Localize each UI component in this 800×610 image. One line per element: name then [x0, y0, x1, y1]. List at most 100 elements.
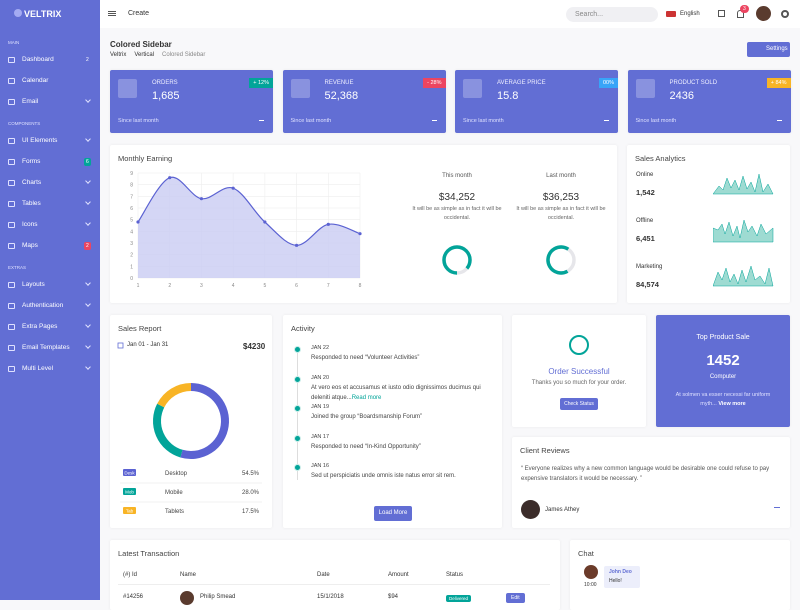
table-header: (#) Id — [123, 572, 138, 578]
nav-item[interactable]: Layouts — [22, 281, 45, 288]
y-tick-label: 1 — [130, 264, 133, 270]
nav-item[interactable]: Extra Pages — [22, 323, 58, 330]
chat-bubble: John Deo Hello! — [604, 566, 640, 588]
activity-text: Joined the group “Boardsmanship Forum” — [311, 412, 496, 422]
text: Joined the group “Boardsmanship Forum” — [311, 414, 423, 420]
transactions-card: Latest Transaction (#) Id Name Date Amount S… — [110, 540, 560, 610]
earning-card: Monthly Earning 0 1 2 3 4 5 6 7 8 9 1 2 3 4 5 6 7 8 This m… — [110, 145, 617, 303]
table-header: Status — [446, 572, 464, 578]
nav-item[interactable]: Forms — [22, 158, 41, 165]
check-status[interactable]: Check Status — [560, 398, 598, 410]
tag — [123, 488, 136, 495]
nav-item[interactable]: Tables — [22, 200, 41, 207]
avatar[interactable] — [756, 6, 771, 21]
view-more[interactable]: View more — [718, 401, 746, 407]
nav-item[interactable]: Calendar — [22, 77, 49, 84]
chevron — [85, 97, 91, 103]
nav-badge: 2 — [84, 242, 91, 250]
y-tick-label: 2 — [130, 253, 133, 259]
arrow[interactable] — [776, 120, 782, 121]
chat-message: Hello! — [609, 578, 622, 584]
button-label: Load More — [378, 510, 408, 516]
area — [138, 177, 360, 278]
nav-item[interactable]: Authentication — [22, 302, 64, 309]
breadcrumb-item[interactable]: Colored Sidebar — [162, 52, 206, 58]
search-box[interactable]: Search... — [566, 7, 658, 22]
table-cell: #14256 — [123, 594, 144, 600]
stat-footer: Since last month — [463, 118, 504, 124]
top-product-label: Computer — [709, 374, 737, 380]
edit-button[interactable]: Edit — [506, 593, 525, 603]
read-more[interactable]: Read more — [351, 394, 382, 401]
stat-value: 1,685 — [152, 90, 180, 102]
nav-badge: 6 — [84, 158, 91, 166]
notification-badge: 3 — [740, 5, 749, 13]
activity-date: JAN 17 — [311, 433, 330, 440]
activity-text: At vero eos et accusamus et iusto odio d… — [311, 383, 496, 403]
nav-icon — [8, 303, 15, 309]
nav-item[interactable]: UI Elements — [22, 137, 58, 144]
x-tick-label: 4 — [232, 283, 235, 289]
activity-card: Activity Load More JAN 22 Responded to ne… — [283, 315, 502, 528]
summary-value: $36,253 — [543, 192, 580, 203]
table-header: Date — [317, 572, 330, 578]
activity-date: JAN 22 — [311, 345, 330, 351]
arrow[interactable] — [259, 120, 264, 121]
load-more[interactable]: Load More — [374, 506, 412, 521]
chat-name: John Deo — [609, 569, 632, 575]
nav-icon — [8, 138, 15, 144]
summary-text: It will be as simple as in fact it will … — [412, 206, 502, 221]
nav-icon — [8, 345, 15, 351]
stat-icon — [635, 79, 655, 98]
breadcrumb-item[interactable]: Veltrix — [110, 52, 127, 58]
nav-item[interactable]: Charts — [22, 179, 42, 186]
stat-icon — [290, 79, 310, 98]
progress-ring — [442, 245, 472, 275]
stat-value: 52,368 — [324, 90, 359, 102]
create-menu[interactable]: Create — [128, 10, 150, 17]
x-tick-label: 5 — [263, 283, 266, 289]
settings-icon[interactable] — [781, 10, 789, 18]
text: Responded to need “In-Kind Opportunity” — [311, 443, 421, 450]
breadcrumb-item[interactable]: Vertical — [134, 52, 155, 58]
chevron — [85, 322, 91, 328]
donut-segment — [153, 403, 183, 458]
stat-label: PRODUCT SOLD — [669, 80, 718, 86]
nav-badge: 2 — [86, 57, 89, 63]
stat-value: 15.8 — [497, 90, 519, 102]
card-title: Activity — [291, 324, 315, 333]
language[interactable]: English — [680, 11, 700, 17]
timeline-dot — [294, 346, 301, 353]
menu-icon[interactable] — [108, 11, 116, 12]
nav-item[interactable]: Email Templates — [22, 344, 70, 351]
nav-item[interactable]: Maps — [22, 242, 38, 249]
stat-footer: Since last month — [635, 118, 677, 124]
activity-date: JAN 16 — [311, 463, 330, 469]
x-tick-label: 7 — [327, 283, 330, 289]
arrow[interactable] — [774, 507, 780, 508]
nav-icon — [8, 366, 15, 372]
nav-item[interactable]: Email — [22, 98, 39, 105]
nav-item[interactable]: Multi Level — [22, 365, 54, 372]
fullscreen-icon[interactable] — [718, 10, 725, 17]
summary-wrap: It will be as simple as in fact it will … — [516, 206, 605, 221]
nav-icon — [8, 222, 15, 228]
brand: VELTRIX — [24, 9, 62, 19]
card-title: Latest Transaction — [118, 549, 180, 558]
nav-item[interactable]: Dashboard — [22, 56, 54, 63]
card-title: Sales Analytics — [635, 154, 686, 163]
y-tick-label: 6 — [130, 206, 133, 212]
nav-item[interactable]: Icons — [22, 221, 38, 228]
tag-label: Tab — [126, 509, 134, 514]
table-cell: Delivered — [446, 595, 472, 602]
stat-value: 2436 — [669, 90, 694, 102]
x-tick-label: 1 — [137, 283, 140, 289]
settings-label: Settings — [766, 46, 788, 52]
settings-button[interactable]: Settings — [747, 42, 790, 57]
nav-icon — [8, 99, 15, 105]
table-cell: $94 — [388, 594, 399, 600]
stat-footer: Since last month — [118, 118, 159, 124]
avatar — [180, 591, 194, 605]
arrow[interactable] — [604, 120, 609, 121]
arrow[interactable] — [431, 120, 437, 121]
